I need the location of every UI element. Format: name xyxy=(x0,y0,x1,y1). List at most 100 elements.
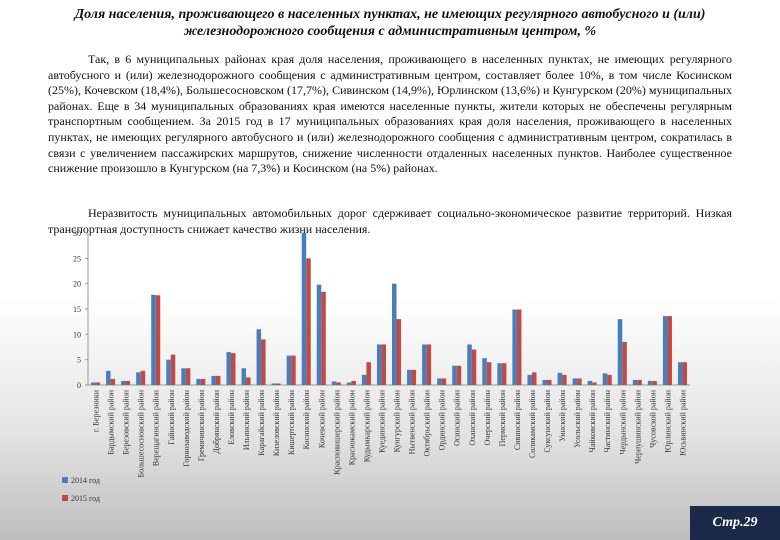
bar xyxy=(426,344,432,385)
x-tick-label: Усольский район xyxy=(573,389,582,448)
x-tick-label: Гремячинский район xyxy=(197,389,206,461)
bar xyxy=(527,374,532,385)
bar xyxy=(200,378,206,385)
bar xyxy=(166,359,171,385)
bar xyxy=(396,319,402,385)
x-tick-label: Оханский район xyxy=(468,389,477,445)
x-tick-label: Юсьвинский район xyxy=(678,389,687,456)
x-tick-label: Октябрьский район xyxy=(423,389,432,456)
legend-label: 2014 год xyxy=(71,476,100,485)
bar xyxy=(562,374,567,385)
y-tick-label: 25 xyxy=(73,254,81,263)
y-tick-label: 10 xyxy=(73,330,81,339)
bar xyxy=(336,382,341,385)
bar xyxy=(512,309,517,385)
bar xyxy=(196,378,201,385)
bar xyxy=(286,355,292,385)
bar xyxy=(607,374,612,385)
bar xyxy=(215,375,221,385)
x-tick-label: Верещагинский район xyxy=(152,389,161,466)
bar xyxy=(136,372,141,385)
x-tick-label: Нытвенский район xyxy=(408,389,417,454)
bar xyxy=(516,309,522,385)
bar xyxy=(91,382,96,385)
bar xyxy=(321,291,326,385)
legend-swatch xyxy=(62,495,68,501)
bar xyxy=(531,372,537,385)
bar xyxy=(392,283,397,385)
bar xyxy=(291,355,296,385)
bar xyxy=(95,382,101,385)
bar xyxy=(501,363,507,385)
bar xyxy=(376,344,382,385)
x-tick-label: Чусовской район xyxy=(648,389,657,448)
bar xyxy=(557,372,563,385)
bar xyxy=(602,373,608,385)
bar xyxy=(106,370,111,385)
x-tick-label: Частинский район xyxy=(603,389,612,452)
y-tick-label: 30 xyxy=(73,229,81,238)
bar xyxy=(542,379,548,385)
bar xyxy=(452,365,457,385)
legend-swatch xyxy=(62,477,68,483)
bar xyxy=(637,379,642,385)
x-tick-label: Юрлинский район xyxy=(663,389,672,453)
bar xyxy=(346,382,352,385)
x-tick-label: Кизеловский район xyxy=(272,389,281,456)
x-tick-label: Соликамский район xyxy=(528,389,537,458)
x-tick-label: Пермский район xyxy=(498,389,507,446)
bar xyxy=(381,344,386,385)
bar xyxy=(271,383,277,385)
bar xyxy=(261,339,266,385)
x-tick-label: Краснокамский район xyxy=(347,389,356,465)
x-tick-label: Добрянский район xyxy=(212,389,221,453)
x-tick-label: Ильинский район xyxy=(242,389,251,450)
x-tick-label: Суксунский район xyxy=(543,389,552,452)
x-tick-label: г. Березники xyxy=(92,389,101,432)
x-tick-label: Бардымский район xyxy=(107,389,116,454)
bar xyxy=(185,368,191,385)
bar xyxy=(226,352,231,385)
bar xyxy=(652,380,657,385)
bar xyxy=(140,370,146,385)
bar xyxy=(617,319,623,385)
bar xyxy=(441,378,447,385)
x-tick-label: Косинский район xyxy=(302,389,311,449)
y-tick-label: 15 xyxy=(73,305,81,314)
bar xyxy=(110,378,116,385)
bar xyxy=(306,258,311,385)
bar xyxy=(211,375,216,385)
bar xyxy=(647,380,653,385)
bar xyxy=(467,344,472,385)
bar xyxy=(667,316,672,385)
paragraph: Неразвитость муниципальных автомобильных… xyxy=(48,206,732,236)
bar xyxy=(361,374,367,385)
y-tick-label: 5 xyxy=(77,356,81,365)
bar xyxy=(316,284,322,385)
bar xyxy=(301,233,307,385)
bar xyxy=(170,354,176,385)
bar xyxy=(241,368,247,385)
bar xyxy=(121,380,126,385)
legend-label: 2015 год xyxy=(71,494,100,503)
bar xyxy=(407,369,412,385)
x-tick-label: Березовский район xyxy=(122,389,131,454)
bar xyxy=(662,316,668,385)
paragraph: Так, в 6 муниципальных районах края доля… xyxy=(48,52,732,176)
x-tick-label: Уинский район xyxy=(558,389,567,441)
bar xyxy=(592,382,597,385)
bar xyxy=(632,379,638,385)
bar xyxy=(331,381,337,385)
x-tick-label: Кочевский район xyxy=(317,389,326,448)
bar xyxy=(587,380,593,385)
y-tick-label: 20 xyxy=(73,280,81,289)
bar xyxy=(572,378,578,385)
bar xyxy=(366,362,371,385)
x-tick-label: Кудымкарский район xyxy=(362,389,371,462)
x-tick-label: Чернушинский район xyxy=(633,389,642,464)
x-tick-label: Горнозаводский район xyxy=(182,389,191,466)
x-tick-label: Ординский район xyxy=(438,389,447,450)
bar xyxy=(422,344,427,385)
x-tick-label: Очерский район xyxy=(483,389,492,445)
